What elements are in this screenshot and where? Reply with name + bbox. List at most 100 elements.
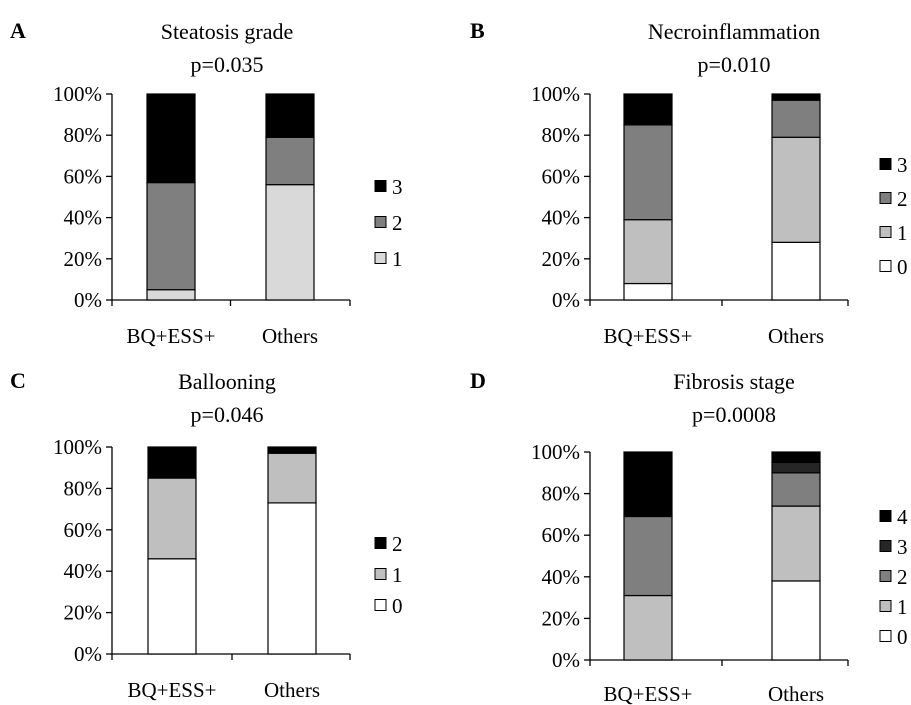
y-tick-label: 0% — [552, 288, 580, 312]
legend-swatch — [879, 510, 892, 522]
chart-panel-a: A Steatosis grade p=0.035 0% 20% 40% 60% 80% 100… — [10, 18, 403, 348]
y-tick-label: 0% — [74, 288, 102, 312]
bar-segment-others-level-0 — [267, 502, 317, 655]
bar-segment-others-level-1 — [771, 136, 821, 243]
y-tick-label: 100% — [53, 82, 102, 106]
chart-panel-b: B Necroinflammation p=0.010 0% 20% 40% 60% 80% 1… — [470, 18, 908, 348]
y-tick-label: 20% — [542, 247, 581, 271]
y-tick-label: 100% — [53, 435, 102, 459]
legend-swatch — [879, 192, 892, 204]
y-tick-label: 20% — [64, 601, 103, 625]
bar-segment-others-level-4 — [771, 451, 821, 463]
bar-segment-bq-ess--level-2 — [146, 181, 196, 291]
bar-segment-bq-ess--level-0 — [623, 282, 673, 301]
legend-swatch — [374, 180, 387, 192]
legend-label: 0 — [392, 594, 403, 618]
y-tick-label: 80% — [64, 476, 103, 500]
legend-label: 2 — [897, 187, 908, 211]
chart-subtitle: p=0.0008 — [692, 402, 776, 427]
chart-subtitle: p=0.010 — [698, 52, 771, 77]
category-label: BQ+ESS+ — [126, 324, 215, 348]
legend-swatch — [374, 537, 387, 549]
legend-label: 3 — [897, 153, 908, 177]
legend-label: 0 — [897, 255, 908, 279]
category-label: BQ+ESS+ — [603, 682, 692, 705]
legend-swatch — [879, 158, 892, 170]
y-tick-label: 0% — [552, 648, 580, 672]
panel-letter: C — [10, 368, 26, 393]
legend-swatch — [879, 600, 892, 612]
bar-segment-others-level-2 — [265, 136, 315, 186]
y-tick-label: 100% — [531, 82, 580, 106]
panel-letter: D — [470, 368, 486, 393]
bar-segment-others-level-3 — [265, 93, 315, 138]
y-tick-label: 80% — [542, 123, 581, 147]
chart-title: Necroinflammation — [648, 19, 820, 44]
legend-label: 1 — [897, 595, 908, 619]
bar-segment-bq-ess--level-1 — [147, 477, 197, 560]
y-tick-label: 80% — [64, 123, 103, 147]
legend-label: 3 — [392, 175, 403, 199]
category-label: BQ+ESS+ — [603, 324, 692, 348]
bar-segment-bq-ess--level-1 — [623, 594, 673, 661]
panel-letter: A — [10, 18, 26, 43]
y-tick-label: 100% — [531, 440, 580, 464]
bar-segment-bq-ess--level-2 — [147, 446, 197, 479]
bar-segment-others-level-1 — [265, 184, 315, 301]
bar-segment-others-level-1 — [771, 505, 821, 582]
category-label: Others — [768, 682, 824, 705]
bar-segment-bq-ess--level-1 — [623, 219, 673, 285]
y-tick-label: 40% — [542, 206, 581, 230]
bar-segment-others-level-3 — [771, 461, 821, 474]
bar-segment-others-level-2 — [771, 99, 821, 138]
y-tick-label: 60% — [542, 164, 581, 188]
legend-swatch — [374, 568, 387, 580]
panel-letter: B — [470, 18, 485, 43]
category-label: Others — [768, 324, 824, 348]
legend-label: 2 — [392, 532, 403, 556]
legend-swatch — [879, 630, 892, 642]
bar-segment-others-level-2 — [771, 472, 821, 507]
chart-panel-c: C Ballooning p=0.046 0% 20% 40% 60% 80% 100% BQ+E… — [10, 368, 403, 702]
bar-segment-bq-ess--level-3 — [623, 93, 673, 126]
chart-title: Fibrosis stage — [673, 369, 795, 394]
legend-label: 1 — [392, 247, 403, 271]
y-tick-label: 40% — [64, 206, 103, 230]
legend-label: 2 — [897, 565, 908, 589]
legend-label: 1 — [392, 563, 403, 587]
y-tick-label: 60% — [64, 518, 103, 542]
y-tick-label: 40% — [64, 559, 103, 583]
chart-title: Steatosis grade — [161, 19, 294, 44]
bar-segment-bq-ess--level-2 — [623, 515, 673, 597]
bar-segment-others-level-2 — [267, 446, 317, 454]
y-tick-label: 0% — [74, 642, 102, 666]
legend-label: 0 — [897, 625, 908, 649]
legend-label: 4 — [897, 505, 908, 529]
bar-segment-bq-ess--level-4 — [623, 451, 673, 518]
legend-swatch — [879, 540, 892, 552]
y-tick-label: 40% — [542, 565, 581, 589]
category-label: Others — [262, 324, 318, 348]
chart-subtitle: p=0.046 — [191, 402, 264, 427]
legend-swatch — [879, 226, 892, 238]
legend-swatch — [879, 570, 892, 582]
chart-title: Ballooning — [178, 369, 276, 394]
legend-swatch — [374, 216, 387, 228]
category-label: Others — [264, 678, 320, 702]
legend-label: 1 — [897, 221, 908, 245]
bar-segment-others-level-1 — [267, 452, 317, 504]
bar-segment-bq-ess--level-2 — [623, 124, 673, 221]
legend-swatch — [879, 260, 892, 272]
chart-panel-d: D Fibrosis stage p=0.0008 0% 20% 40% 60% 80% 100… — [470, 368, 908, 705]
y-tick-label: 60% — [64, 164, 103, 188]
bar-segment-bq-ess--level-3 — [146, 93, 196, 184]
legend-swatch — [374, 252, 387, 264]
y-tick-label: 20% — [542, 606, 581, 630]
bar-segment-others-level-0 — [771, 241, 821, 301]
y-tick-label: 80% — [542, 482, 581, 506]
legend-label: 2 — [392, 211, 403, 235]
category-label: BQ+ESS+ — [127, 678, 216, 702]
chart-subtitle: p=0.035 — [191, 52, 264, 77]
bar-segment-bq-ess--level-0 — [147, 558, 197, 655]
